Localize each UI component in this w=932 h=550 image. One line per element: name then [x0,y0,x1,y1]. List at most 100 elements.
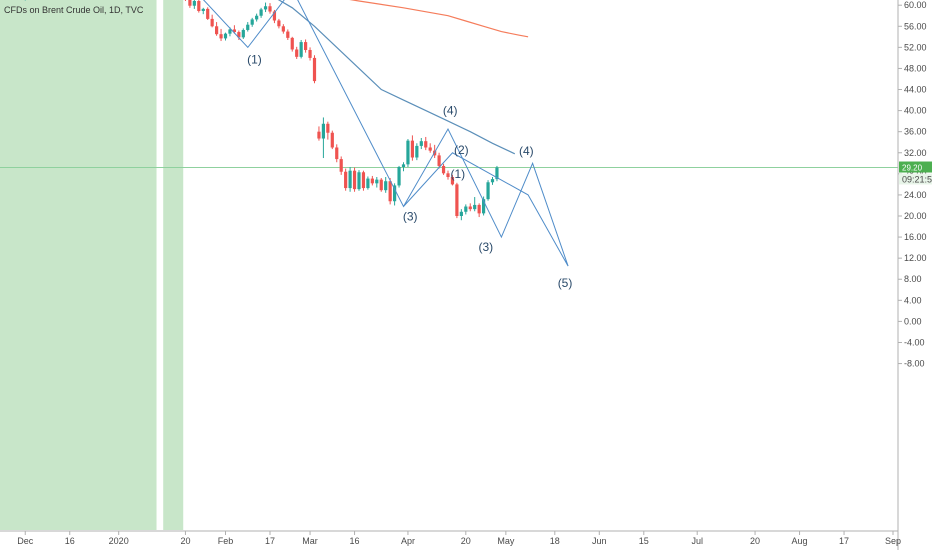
candle [263,2,268,13]
candle-body [388,181,392,202]
y-tick-label: 40.00 [904,106,927,116]
candle-body [286,31,290,38]
candle-body [299,42,303,57]
y-tick-label: 44.00 [904,85,927,95]
candle-body [486,182,490,200]
candle-body [237,32,241,38]
candle-body [304,42,308,50]
candle-body [419,141,423,146]
candle-body [312,57,317,82]
elliott-wave-line [202,0,569,267]
y-tick-label: 48.00 [904,63,927,73]
candle-body [339,159,343,172]
candle-body [406,140,410,165]
candle-body [348,170,352,189]
candle [223,32,228,41]
x-tick-label: 20 [180,536,190,546]
candle-body [437,155,441,166]
candle-body [477,204,481,214]
candle-body [263,6,268,10]
candle [490,177,495,185]
candle [437,152,441,169]
candle-body [246,24,250,30]
y-tick-label: 20.00 [904,211,927,221]
candle-body [188,0,192,6]
candle-body [441,165,446,174]
candle [410,135,414,161]
candle [281,24,285,34]
candle [406,139,410,167]
candle [361,170,366,191]
candle [384,177,388,193]
candle-body [401,164,406,167]
candle [321,117,325,159]
candle [188,0,192,8]
candle [415,143,419,161]
candle [428,143,432,153]
candle [441,163,446,175]
y-tick-label: 16.00 [904,232,927,242]
candle-body [375,179,379,184]
candle-body [223,33,228,39]
candle-body [228,29,232,34]
candle [308,47,312,61]
candle [388,178,392,205]
price-badge: 29.20 09:21:53 [899,161,932,185]
candle [259,7,263,18]
candle-body [197,0,201,11]
candle [379,178,383,192]
candle-body [326,123,330,133]
candle-body [490,179,495,183]
candle-body [428,147,432,151]
moving-average-fast [277,0,516,155]
candle [246,22,250,32]
candle [286,29,290,40]
candle-body [192,0,196,6]
candle [317,126,321,141]
candle [459,209,463,221]
x-tick-label: Aug [792,536,808,546]
candle-body [290,37,294,50]
candle-body [424,141,428,148]
candle [277,18,281,29]
y-tick-label: 60.00 [904,0,927,10]
wave-label: (5) [558,276,573,290]
candle-body [250,19,254,25]
candle [450,174,455,186]
y-tick-label: 32.00 [904,148,927,158]
candle-body [366,178,370,189]
candle [290,36,294,52]
candle [326,121,330,140]
candle-body [446,173,450,178]
y-tick-label: 36.00 [904,127,927,137]
candle [312,55,317,84]
chart-title: CFDs on Brent Crude Oil, 1D, TVC [4,5,144,15]
y-tick-label: 12.00 [904,253,927,263]
x-tick-label: Dec [17,536,34,546]
candle-body [317,131,321,139]
candle-body [255,15,259,20]
candle [255,13,259,22]
candle [299,39,303,59]
candle-body [281,26,285,32]
candle-body [201,8,205,11]
x-tick-label: Mar [302,536,318,546]
candle [348,166,352,192]
candle [357,170,361,191]
candle-body [459,211,463,216]
x-tick-label: 20 [461,536,471,546]
candle-body [335,147,339,160]
candle-body [397,166,401,186]
candle-body [215,26,219,35]
candle-body [219,34,223,39]
candle-body [295,49,299,57]
x-tick-label: 17 [839,536,849,546]
wave-label: (4) [443,103,458,117]
candle [197,0,201,13]
candle [370,175,374,186]
candle-body [361,172,366,189]
wave-label: (3) [478,240,493,254]
candle [419,138,423,150]
candle-body [272,11,277,21]
